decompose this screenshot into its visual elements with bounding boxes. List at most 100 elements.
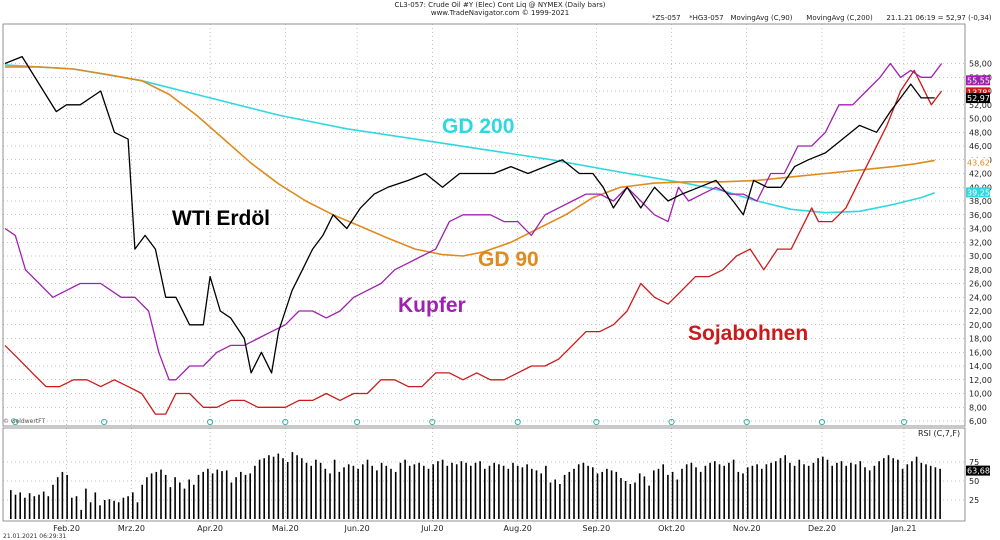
rsi-bar [723,465,725,519]
rsi-tick-label: 50 [969,477,979,486]
legend-item: MovingAvg (C,200) [806,14,873,22]
rsi-bar [24,497,26,519]
event-marker [668,418,675,426]
rsi-bar [737,471,740,519]
rsi-bar [47,496,50,519]
event-marker [353,418,361,426]
rsi-bar [441,459,444,519]
rsi-bar [160,469,162,519]
rsi-bar [235,477,237,519]
rsi-bar [240,471,242,519]
rsi-bar [521,467,524,519]
rsi-bar [33,496,36,519]
rsi-bar [507,468,510,519]
rsi-bar [629,484,632,519]
header-line2: www.TradeNavigator.com © 1999-2021 [431,9,569,17]
rsi-bar [310,465,312,519]
price-tick-label: 20,00 [969,321,992,330]
price-tag-wti: 52,97 [967,94,990,103]
rsi-bar [826,459,829,519]
rsi-bar [488,465,491,519]
series-line-copper [4,62,943,381]
rsi-bar [357,468,359,519]
x-tick-label: Aug.20 [504,524,532,533]
rsi-bar [883,458,885,519]
rsi-bar [596,473,599,519]
rsi-bar [667,474,669,519]
rsi-bar [197,474,200,519]
annotation-ma90: GD 90 [478,248,539,271]
rsi-bar [319,462,322,519]
rsi-bar [99,505,101,519]
series-line-wti [4,55,935,374]
annotation-copper: Kupfer [398,294,466,317]
rsi-bar [859,461,862,519]
rsi-bar [460,461,463,519]
x-tick-label: Sep.20 [582,524,610,533]
legend-item: *HG3-057 [689,14,724,22]
source-label: © GeldwertFT [3,418,45,425]
rsi-bar [324,468,327,519]
rsi-bar [254,465,256,519]
rsi-bar [179,482,181,519]
rsi-bar [836,462,838,519]
rsi-bar [563,474,566,519]
rsi-bar [807,465,810,519]
rsi-bar [775,461,777,519]
rsi-bar [38,494,40,519]
x-tick-label: Mai.20 [272,524,299,533]
rsi-bar [80,509,82,519]
rsi-bar [432,464,434,519]
rsi-bar [854,464,857,519]
rsi-bar [568,471,571,519]
rsi-bar [132,492,134,519]
rsi-value-tag: 63,68 [967,467,990,476]
rsi-bar [42,491,45,519]
rsi-bar [577,464,580,519]
rsi-bar [103,500,106,519]
event-marker [101,418,108,426]
price-tick-label: 46,00 [969,142,992,151]
price-tick-label: 28,00 [969,266,992,275]
rsi-bar [52,484,54,519]
price-tick-label: 6,00 [969,417,987,426]
event-marker [282,418,289,426]
rsi-bar [183,488,186,519]
rsi-bar [648,485,650,519]
rsi-bar [812,462,815,519]
x-tick-label: Okt.20 [658,524,685,533]
rsi-bar [263,458,265,519]
rsi-bar [399,462,402,519]
rsi-bar [277,453,280,519]
event-marker [429,418,436,426]
price-tick-label: 24,00 [969,293,992,302]
x-tick-label: Feb.20 [53,524,80,533]
rsi-bar [512,462,514,519]
rsi-bar [174,477,176,519]
price-tick-label: 14,00 [969,362,992,371]
price-tick-label: 10,00 [969,390,992,399]
rsi-bar [671,471,674,519]
rsi-bar [676,479,679,519]
rsi-bar [798,459,801,519]
legend-item: *ZS-057 [652,14,681,22]
rsi-bar [610,470,613,519]
rsi-bar [455,464,458,519]
rsi-bar [408,465,411,519]
rsi-bar [746,467,749,519]
rsi-bar [451,462,453,519]
rsi-bar [286,462,289,519]
rsi-bar [296,455,298,519]
rsi-bar [338,471,341,519]
price-tick-label: 42,00 [969,170,992,179]
annotation-wti: WTI Erdöl [172,207,270,230]
rsi-bar [601,471,603,519]
event-marker [514,418,521,426]
price-tag-bg [966,75,990,86]
rsi-bar [704,465,707,519]
rsi-bar [230,482,233,519]
rsi-bar [681,468,683,519]
price-panel-border [2,23,966,427]
